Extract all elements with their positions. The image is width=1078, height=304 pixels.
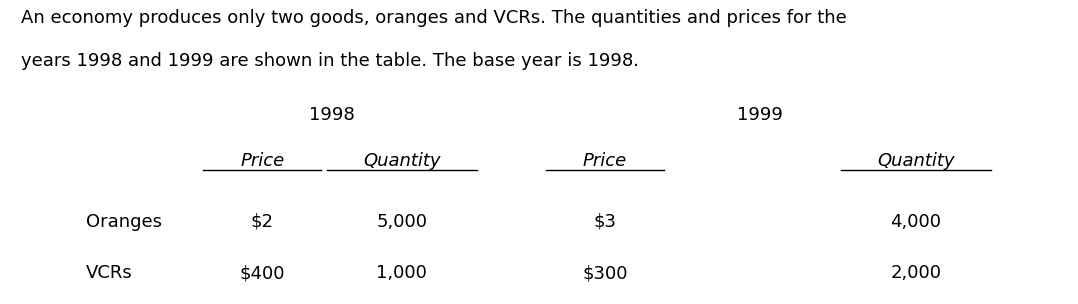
Text: Price: Price bbox=[583, 152, 627, 170]
Text: $400: $400 bbox=[239, 264, 286, 282]
Text: 2,000: 2,000 bbox=[890, 264, 941, 282]
Text: years 1998 and 1999 are shown in the table. The base year is 1998.: years 1998 and 1999 are shown in the tab… bbox=[22, 52, 639, 70]
Text: 1,000: 1,000 bbox=[376, 264, 427, 282]
Text: 4,000: 4,000 bbox=[890, 213, 941, 231]
Text: $2: $2 bbox=[251, 213, 274, 231]
Text: Price: Price bbox=[240, 152, 285, 170]
Text: $3: $3 bbox=[594, 213, 617, 231]
Text: $300: $300 bbox=[582, 264, 627, 282]
Text: An economy produces only two goods, oranges and VCRs. The quantities and prices : An economy produces only two goods, oran… bbox=[22, 9, 847, 27]
Text: 1998: 1998 bbox=[309, 106, 355, 124]
Text: Quantity: Quantity bbox=[876, 152, 954, 170]
Text: Quantity: Quantity bbox=[363, 152, 441, 170]
Text: Oranges: Oranges bbox=[85, 213, 162, 231]
Text: 1999: 1999 bbox=[737, 106, 784, 124]
Text: VCRs: VCRs bbox=[85, 264, 133, 282]
Text: 5,000: 5,000 bbox=[376, 213, 427, 231]
